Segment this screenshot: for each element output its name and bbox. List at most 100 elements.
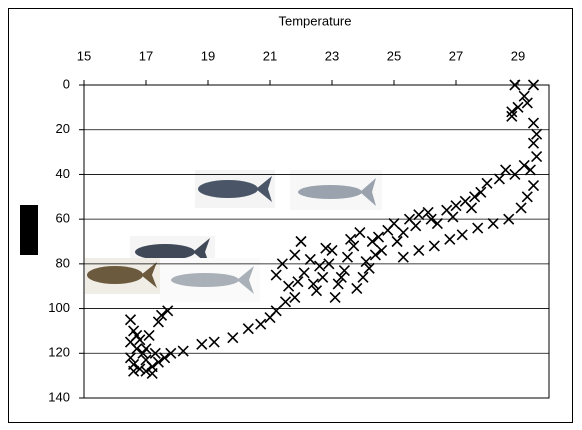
x-tick-label: 27 [449, 48, 463, 63]
point [397, 226, 409, 239]
point [276, 258, 288, 270]
point [527, 117, 540, 129]
point [410, 220, 422, 232]
point [360, 256, 372, 268]
point [481, 177, 493, 189]
point [527, 137, 540, 149]
point [317, 271, 329, 283]
point [472, 222, 484, 234]
point [354, 226, 366, 239]
point [506, 106, 518, 118]
point [363, 262, 375, 274]
point [413, 209, 425, 221]
point [369, 249, 381, 261]
point [521, 97, 533, 109]
x-tick-label: 23 [325, 48, 339, 63]
point [149, 347, 161, 359]
point [512, 101, 524, 113]
point [140, 354, 152, 366]
point [341, 251, 354, 263]
point [391, 235, 403, 248]
point [159, 352, 171, 364]
point [487, 218, 499, 230]
fish-tail [237, 266, 254, 294]
point [124, 314, 137, 326]
point [506, 110, 518, 122]
point [509, 168, 521, 180]
point [422, 206, 434, 219]
y-tick-label: 120 [48, 345, 70, 360]
point [469, 191, 481, 203]
y-tick-label: 60 [56, 211, 70, 226]
point [143, 329, 155, 341]
point [298, 267, 310, 279]
point [255, 318, 267, 330]
point [227, 332, 239, 344]
point [323, 258, 335, 270]
point [397, 251, 409, 263]
point [283, 280, 295, 292]
point [131, 329, 143, 341]
point [515, 202, 527, 214]
point [137, 347, 149, 359]
point [348, 240, 360, 252]
point [152, 316, 164, 328]
point [146, 367, 158, 379]
point [152, 356, 164, 368]
y-tick-label: 20 [56, 121, 70, 136]
point [450, 200, 462, 212]
fish [298, 185, 362, 199]
point [304, 253, 316, 265]
point [289, 249, 301, 261]
point [357, 271, 369, 283]
point [279, 296, 292, 308]
fish [198, 180, 258, 198]
point [531, 128, 543, 140]
chart-border [8, 8, 573, 423]
points [124, 79, 543, 379]
point [527, 180, 540, 192]
y-tick-label: 80 [56, 255, 70, 270]
point [524, 164, 536, 176]
fish-tail [360, 178, 376, 206]
point [413, 244, 425, 257]
point [124, 352, 137, 364]
fish [171, 273, 239, 287]
fish [135, 244, 195, 260]
point [366, 235, 378, 248]
point [140, 365, 152, 377]
point [270, 305, 282, 317]
point [292, 276, 304, 288]
point [307, 278, 319, 290]
point [326, 244, 338, 257]
y-tick-label: 100 [48, 300, 70, 315]
point [456, 229, 468, 241]
point [431, 218, 443, 230]
point [134, 363, 146, 375]
point [289, 291, 301, 303]
point [335, 271, 347, 283]
point [162, 305, 174, 317]
point [270, 269, 282, 281]
point [320, 242, 332, 254]
point [314, 260, 326, 272]
point [500, 164, 512, 176]
point [376, 244, 388, 257]
x-tick-label: 25 [387, 48, 401, 63]
y-tick-label: 0 [63, 76, 70, 91]
y-axis-label-block [20, 205, 38, 255]
point [310, 285, 323, 297]
point [155, 309, 168, 321]
point [465, 202, 478, 214]
point [338, 264, 350, 277]
x-tick-label: 21 [263, 48, 277, 63]
point [531, 150, 543, 163]
x-tick-label: 15 [77, 48, 91, 63]
point [509, 79, 521, 91]
x-tick-label: 19 [201, 48, 215, 63]
x-tick-label: 17 [139, 48, 153, 63]
point [493, 173, 505, 185]
point [128, 365, 140, 377]
